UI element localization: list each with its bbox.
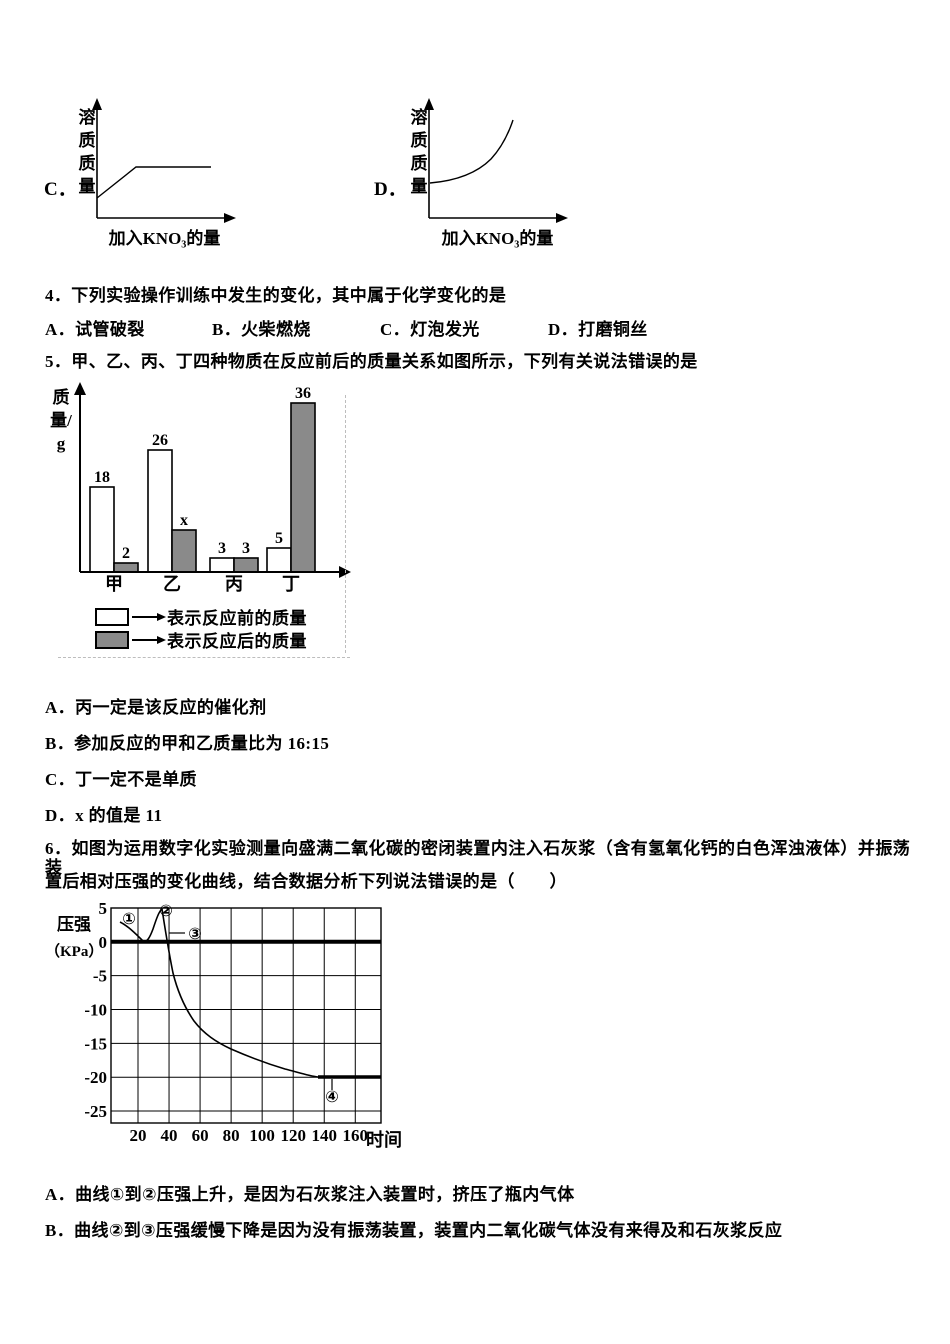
y-tick-label: 0 xyxy=(99,933,108,952)
bar-chart: 18 2 甲 26 x 乙 3 3 丙 5 36 丁 xyxy=(74,382,351,594)
question-5-option-d: D．x 的值是 11 xyxy=(45,806,163,825)
question-5-option-b: B．参加反应的甲和乙质量比为 16:15 xyxy=(45,734,330,753)
bar-chart-bars: 18 2 甲 26 x 乙 3 3 丙 5 36 丁 xyxy=(89,385,316,594)
pressure-chart-ticks: 20 40 60 80 100 120 140 160 5 0 -5 -10 -15 -20 -25 xyxy=(84,900,368,1145)
x-tick-label: 160 xyxy=(343,1126,369,1145)
pressure-chart-plot-border xyxy=(110,907,382,1124)
question-5-option-a: A．丙一定是该反应的催化剂 xyxy=(45,698,267,717)
pressure-xlabel: 时间 xyxy=(366,1130,402,1150)
bar-chart-ylabel: 质量/g xyxy=(50,388,72,453)
bar-value-label: 2 xyxy=(122,545,130,562)
question-4-option-c: C．灯泡发光 xyxy=(380,320,480,339)
annotation-4: ④ xyxy=(325,1089,339,1106)
bar-value-label: 5 xyxy=(275,530,283,547)
graph-d-xlabel: 加入KNO₃的量 xyxy=(441,229,554,248)
bar-before-甲 xyxy=(89,486,115,573)
graph-c-curve xyxy=(96,166,211,199)
graph-c xyxy=(92,98,236,223)
question-4-option-a: A．试管破裂 xyxy=(45,320,145,339)
legend-arrow-icon xyxy=(132,635,166,644)
graph-c-y-arrow xyxy=(92,98,102,110)
graph-d-curve xyxy=(429,119,514,184)
option-d-letter: D． xyxy=(374,179,407,200)
bar-value-label: 26 xyxy=(152,432,168,449)
bar-after-乙 xyxy=(171,529,197,573)
pressure-ylabel-line2: （KPa） xyxy=(45,942,103,960)
annotation-1: ① xyxy=(122,911,136,928)
legend-arrow-icon xyxy=(132,612,166,621)
x-tick-label: 20 xyxy=(130,1126,147,1145)
question-6-stem-line1: 6．如图为运用数字化实验测量向盛满二氧化碳的密闭装置内注入石灰浆（含有氢氧化钙的… xyxy=(45,839,910,877)
graph-c-x-arrow xyxy=(224,213,236,223)
y-tick-label: 5 xyxy=(99,900,108,918)
y-tick-label: -20 xyxy=(84,1068,107,1087)
bar-after-甲 xyxy=(113,562,139,573)
graph-d-x-arrow xyxy=(556,213,568,223)
graph-c-xlabel: 加入KNO₃的量 xyxy=(108,229,221,248)
x-tick-label: 140 xyxy=(311,1126,337,1145)
annotation-3: ③ xyxy=(188,926,202,943)
pressure-ylabel-line1: 压强 xyxy=(57,915,91,934)
legend-before-label: 表示反应前的质量 xyxy=(167,609,307,628)
bar-value-label: 36 xyxy=(295,385,311,402)
question-4-option-b: B．火柴燃烧 xyxy=(212,320,311,339)
y-tick-label: -25 xyxy=(84,1102,107,1121)
scan-artifact-divider xyxy=(58,657,350,658)
bar-before-丙 xyxy=(209,557,235,573)
bar-before-丁 xyxy=(266,547,292,573)
y-tick-label: -5 xyxy=(93,967,107,986)
pressure-chart-grid xyxy=(111,907,381,1123)
bar-category-label: 丁 xyxy=(282,574,300,594)
scan-artifact-divider xyxy=(345,395,346,653)
x-tick-label: 40 xyxy=(161,1126,178,1145)
bar-category-label: 甲 xyxy=(105,574,123,594)
pressure-curve xyxy=(119,907,319,1078)
y-tick-label: -10 xyxy=(84,1001,107,1020)
bar-value-label: 3 xyxy=(218,540,226,557)
option-c-letter: C． xyxy=(44,179,77,200)
bar-before-乙 xyxy=(147,449,173,573)
legend-swatch-after xyxy=(95,630,129,649)
graph-d-y-arrow xyxy=(424,98,434,110)
y-tick-label: -15 xyxy=(84,1034,107,1053)
bar-category-label: 丙 xyxy=(225,574,243,594)
graph-d-ylabel: 溶质质量 xyxy=(410,108,428,196)
x-tick-label: 120 xyxy=(280,1126,306,1145)
question-4-option-d: D．打磨铜丝 xyxy=(548,320,648,339)
question-4-stem: 4．下列实验操作训练中发生的变化，其中属于化学变化的是 xyxy=(45,286,507,305)
question-5-stem: 5．甲、乙、丙、丁四种物质在反应前后的质量关系如图所示，下列有关说法错误的是 xyxy=(45,352,698,371)
graph-d xyxy=(424,98,568,223)
question-6-stem-line2: 置后相对压强的变化曲线，结合数据分析下列说法错误的是（ ） xyxy=(45,872,567,891)
question-6-option-a: A．曲线①到②压强上升，是因为石灰浆注入装置时，挤压了瓶内气体 xyxy=(45,1185,575,1204)
legend-after: 表示反应后的质量 xyxy=(95,627,307,652)
legend-before: 表示反应前的质量 xyxy=(95,604,307,629)
x-tick-label: 60 xyxy=(192,1126,209,1145)
legend-after-label: 表示反应后的质量 xyxy=(167,632,307,651)
bar-value-label: 18 xyxy=(94,469,110,486)
legend-swatch-before xyxy=(95,607,129,626)
annotation-2: ② xyxy=(159,903,173,920)
x-tick-label: 80 xyxy=(223,1126,240,1145)
x-tick-label: 100 xyxy=(249,1126,275,1145)
question-6-option-b: B．曲线②到③压强缓慢下降是因为没有振荡装置，装置内二氧化碳气体没有来得及和石灰… xyxy=(45,1221,783,1240)
bar-category-label: 乙 xyxy=(163,574,181,594)
bar-value-label: x xyxy=(180,512,188,529)
bar-chart-y-arrow xyxy=(74,382,86,395)
question-5-option-c: C．丁一定不是单质 xyxy=(45,770,197,789)
pressure-chart: 20 40 60 80 100 120 140 160 5 0 -5 -10 -15 -20 -25 ① ②… xyxy=(45,900,402,1150)
graph-c-ylabel: 溶质质量 xyxy=(78,108,96,196)
bar-after-丁 xyxy=(290,402,316,573)
bar-value-label: 3 xyxy=(242,540,250,557)
bar-after-丙 xyxy=(233,557,259,573)
